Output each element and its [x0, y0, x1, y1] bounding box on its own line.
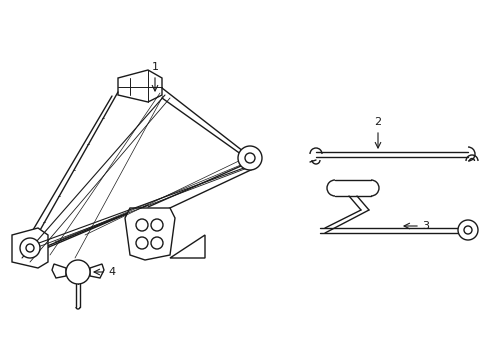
- Text: 1: 1: [151, 62, 158, 72]
- Polygon shape: [12, 228, 48, 268]
- Text: 2: 2: [374, 117, 381, 127]
- Circle shape: [136, 219, 148, 231]
- Circle shape: [136, 237, 148, 249]
- Circle shape: [66, 260, 90, 284]
- Circle shape: [457, 220, 477, 240]
- Circle shape: [20, 238, 40, 258]
- Circle shape: [26, 244, 34, 252]
- Circle shape: [151, 237, 163, 249]
- Polygon shape: [118, 70, 162, 102]
- Circle shape: [151, 219, 163, 231]
- Polygon shape: [52, 264, 66, 278]
- Text: 3: 3: [421, 221, 428, 231]
- Polygon shape: [170, 235, 204, 258]
- Circle shape: [244, 153, 254, 163]
- Polygon shape: [90, 264, 104, 278]
- Circle shape: [238, 146, 262, 170]
- Text: 4: 4: [108, 267, 115, 277]
- Polygon shape: [125, 208, 175, 260]
- Circle shape: [463, 226, 471, 234]
